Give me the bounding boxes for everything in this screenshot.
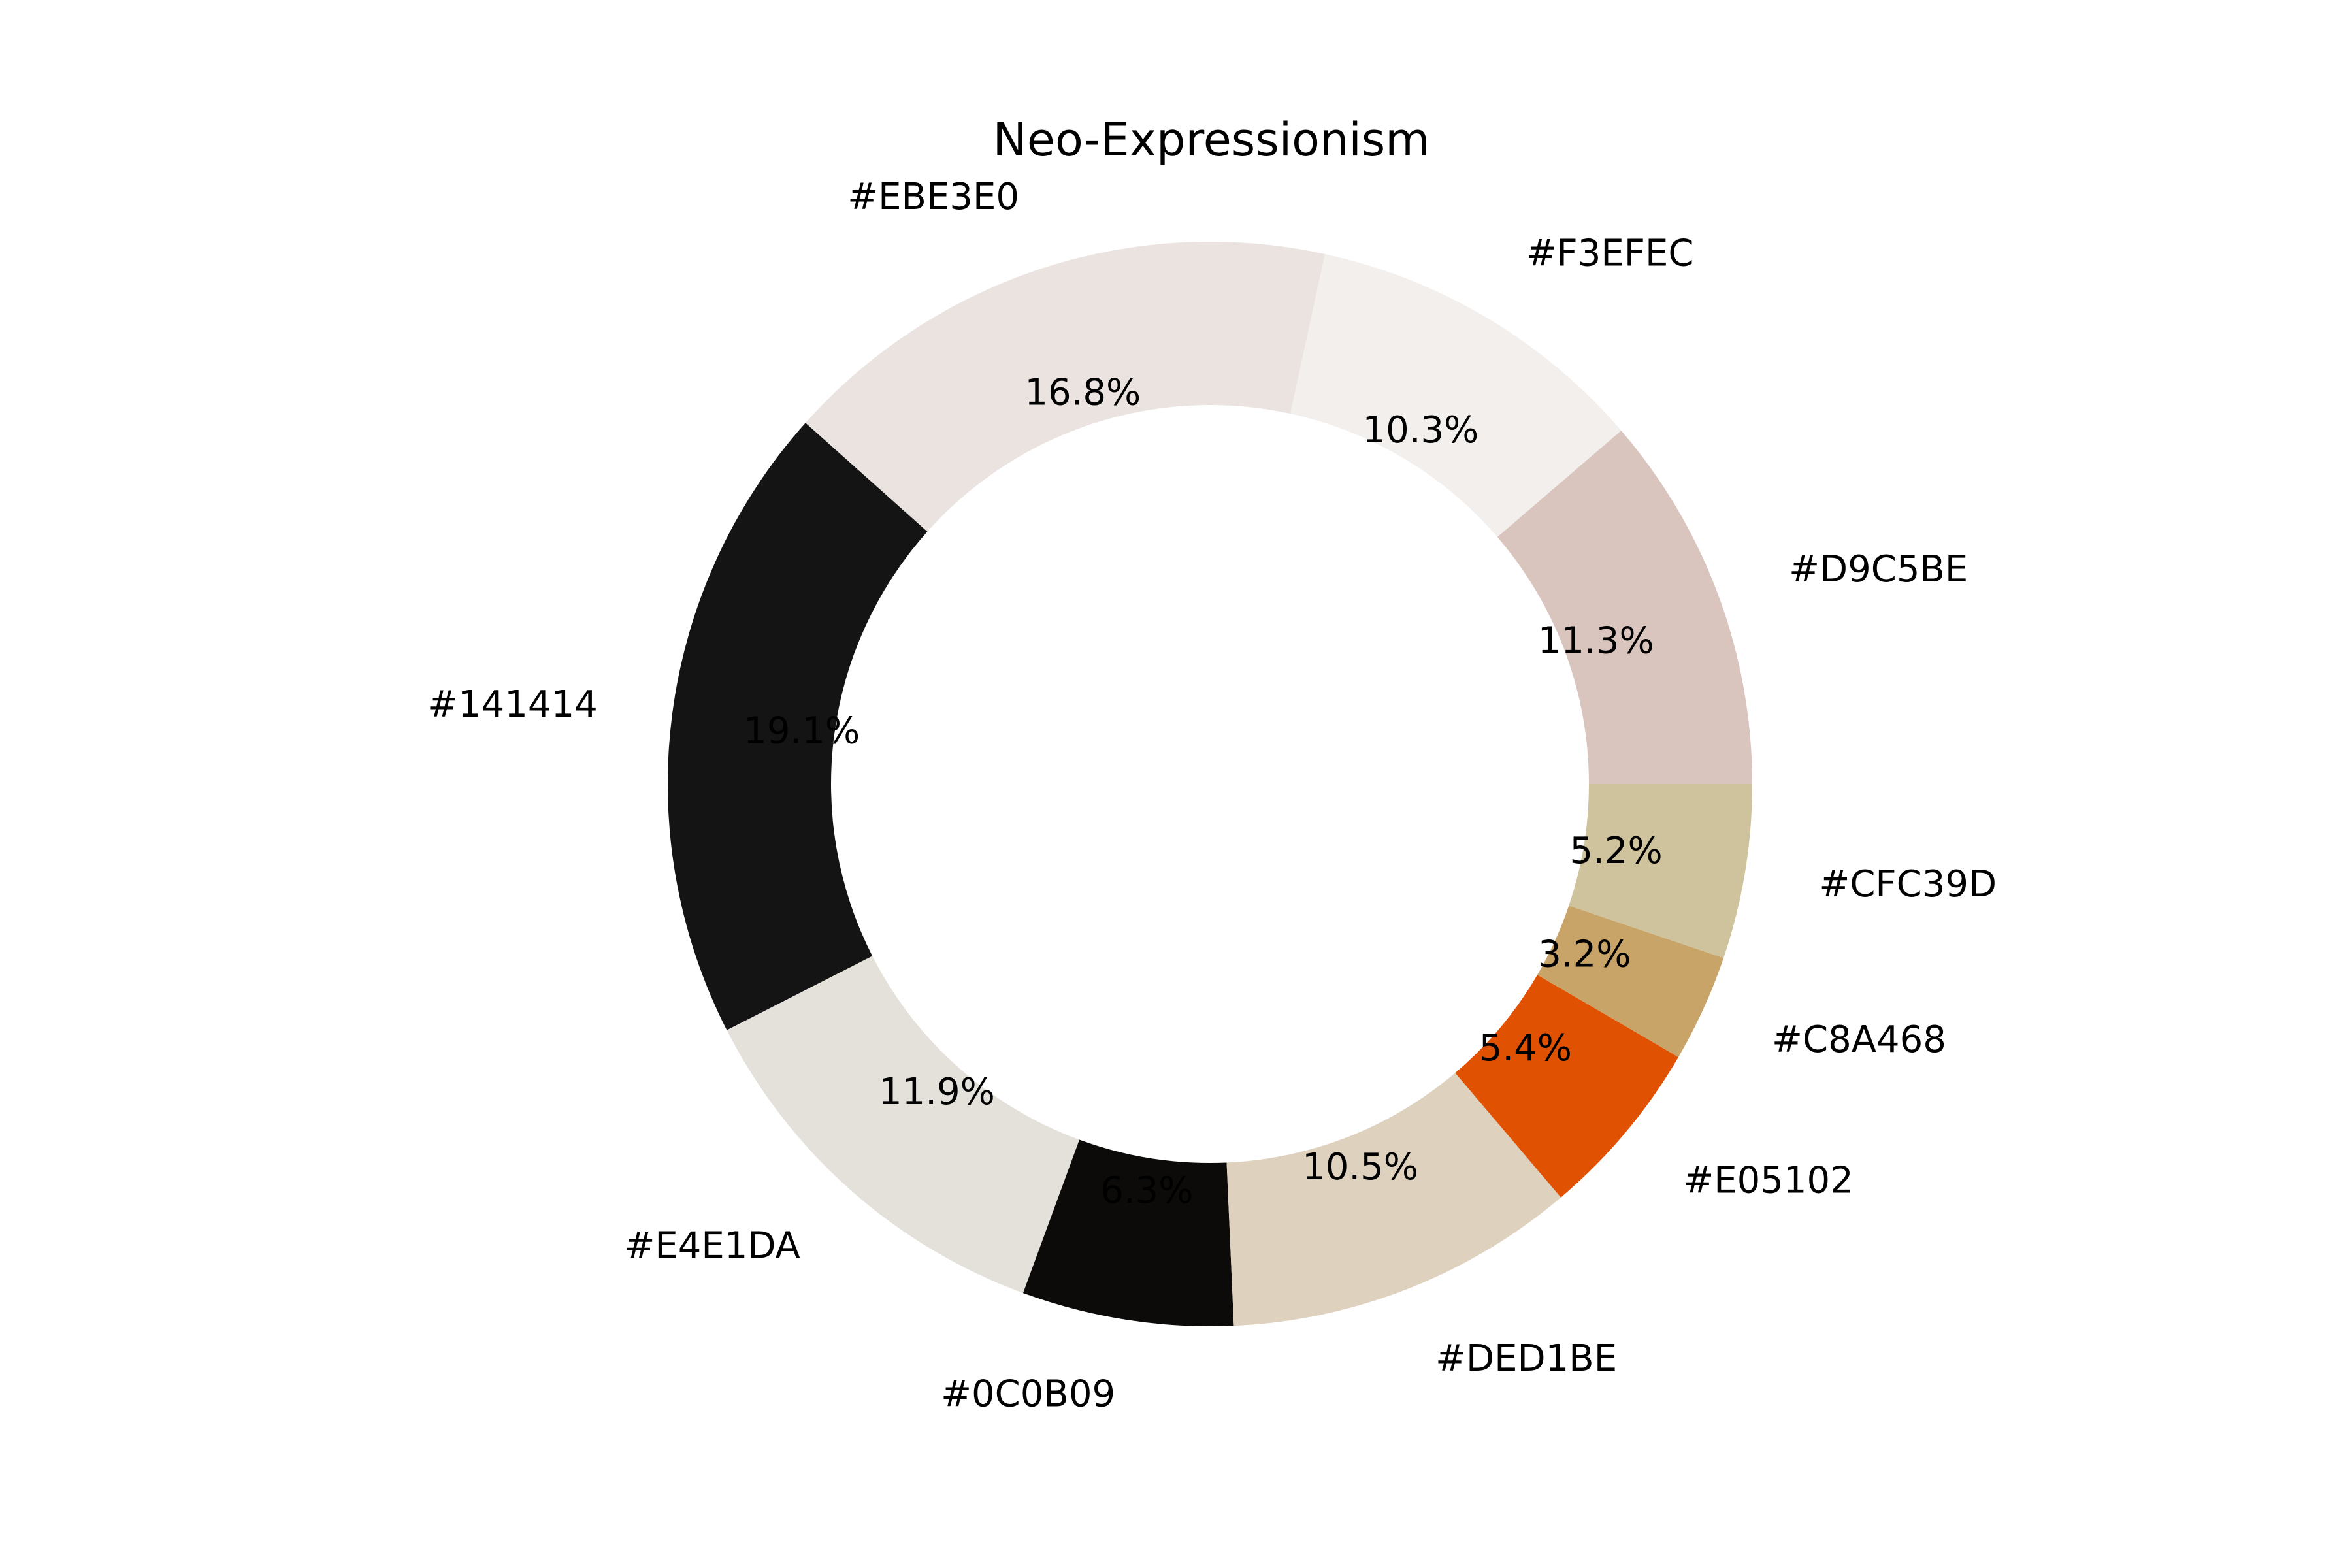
slice-label: #F3EFEC [1526, 233, 1694, 275]
donut-slice [667, 423, 928, 1030]
slice-percentage: 19.1% [743, 710, 860, 753]
slice-label: #0C0B09 [941, 1373, 1115, 1415]
donut-slice [727, 956, 1080, 1294]
slice-label: #E05102 [1683, 1159, 1853, 1201]
slice-label: #C8A468 [1772, 1019, 1946, 1061]
donut-slice [1537, 906, 1724, 1058]
slice-labels: #D9C5BE #F3EFEC #EBE3E0 #141414 #E4E1DA #0C0B… [427, 176, 1997, 1416]
slice-label: #CFC39D [1819, 863, 1997, 906]
slice-percentage: 5.4% [1479, 1027, 1572, 1070]
slice-percentage: 11.3% [1538, 620, 1654, 662]
slice-label: #EBE3E0 [847, 176, 1019, 218]
slice-percentage: 3.2% [1538, 934, 1631, 976]
slice-percentage: 5.2% [1569, 830, 1662, 872]
donut-slice [1569, 784, 1752, 958]
percentage-labels: 11.3% 10.3% 16.8% 19.1% 11.9% 6.3% 10.5% 5.4% 3.… [743, 371, 1662, 1212]
slice-label: #E4E1DA [624, 1224, 800, 1267]
donut-slices [667, 242, 1752, 1326]
donut-slice [1226, 1073, 1561, 1326]
donut-slice [1290, 253, 1622, 537]
slice-percentage: 10.5% [1302, 1146, 1418, 1188]
slice-percentage: 16.8% [1024, 371, 1141, 414]
slice-percentage: 10.3% [1362, 409, 1478, 451]
slice-label: #141414 [427, 683, 598, 726]
slice-label: #DED1BE [1435, 1337, 1617, 1380]
chart-title: Neo-Expressionism [993, 113, 1430, 167]
donut-slice [1497, 430, 1752, 784]
donut-slice [1022, 1139, 1234, 1326]
slice-percentage: 11.9% [879, 1071, 995, 1113]
slice-percentage: 6.3% [1100, 1169, 1193, 1212]
donut-slice [1455, 975, 1679, 1198]
slice-label: #D9C5BE [1789, 548, 1968, 591]
donut-slice [805, 242, 1325, 532]
